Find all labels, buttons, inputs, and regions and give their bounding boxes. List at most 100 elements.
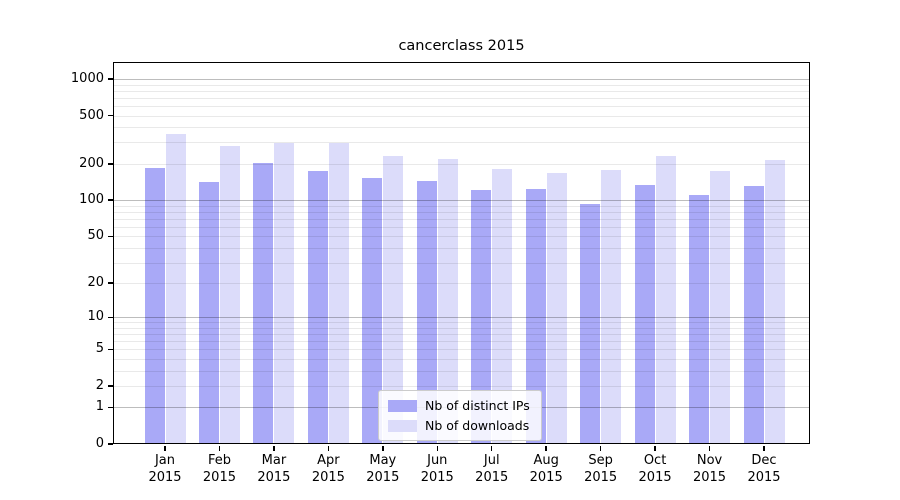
x-tick-feb: [218, 445, 221, 451]
x-tick-year-text: 2015: [148, 469, 182, 485]
bar-downloads-sep: [601, 169, 622, 444]
gridline-minor-4: [114, 358, 809, 360]
x-tick-label-may: May 2015: [353, 453, 413, 486]
bar-distinct-ips-mar: [253, 163, 274, 444]
gridline-major-100: [114, 200, 809, 202]
y-tick-20: [108, 282, 113, 284]
x-tick-month-text: Sep: [588, 453, 613, 468]
bar-downloads-aug: [546, 172, 567, 444]
bar-downloads-mar: [274, 143, 295, 444]
legend-label-distinct-ips: Nb of distinct IPs: [425, 398, 530, 413]
y-tick-label-5: 5: [95, 341, 104, 357]
x-tick-year-text: 2015: [692, 469, 727, 485]
bar-downloads-apr: [328, 142, 349, 444]
gridline-minor-60: [114, 226, 809, 228]
x-tick-month-text: Jun: [427, 453, 448, 468]
x-tick-label-apr: Apr 2015: [298, 453, 358, 486]
y-tick-1000: [108, 78, 113, 80]
gridline-minor-40: [114, 247, 809, 249]
gridline-minor-9: [114, 322, 809, 324]
gridline-minor-200: [114, 163, 809, 165]
x-tick-apr: [327, 445, 330, 451]
gridline-major-10: [114, 317, 809, 319]
bar-downloads-jan: [165, 134, 186, 444]
y-tick-label-1000: 1000: [70, 71, 104, 86]
x-tick-month-text: Jul: [483, 453, 500, 468]
bar-downloads-dec: [764, 159, 785, 444]
y-tick-label-1: 1: [95, 399, 104, 415]
bar-distinct-ips-may: [362, 177, 383, 444]
x-tick-label-jan: Jan 2015: [135, 453, 195, 486]
gridline-minor-3: [114, 370, 809, 372]
x-tick-year-text: 2015: [747, 469, 781, 485]
x-tick-month-text: Jan: [154, 453, 176, 468]
bar-distinct-ips-jun: [416, 180, 437, 444]
bar-downloads-jul: [492, 169, 513, 444]
x-tick-year-text: 2015: [311, 469, 345, 485]
x-tick-year-text: 2015: [638, 469, 672, 485]
y-tick-label-50: 50: [87, 228, 104, 244]
gridline-minor-50: [114, 236, 809, 238]
bar-distinct-ips-jan: [144, 168, 165, 444]
bar-distinct-ips-nov: [689, 194, 710, 444]
gridline-minor-90: [114, 205, 809, 207]
bar-downloads-feb: [219, 146, 240, 444]
bar-distinct-ips-aug: [525, 188, 546, 444]
x-tick-month-text: Feb: [207, 453, 231, 468]
x-tick-label-feb: Feb 2015: [189, 453, 249, 486]
x-tick-year-text: 2015: [257, 469, 291, 485]
x-tick-label-dec: Dec 2015: [734, 453, 794, 486]
legend: Nb of distinct IPs Nb of downloads: [378, 390, 542, 441]
gridline-minor-500: [114, 115, 809, 117]
x-tick-jun: [436, 445, 439, 451]
x-tick-dec: [763, 445, 765, 451]
gridline-minor-800: [114, 90, 809, 92]
x-tick-label-jun: Jun 2015: [407, 453, 467, 486]
legend-item-downloads: Nb of downloads: [388, 418, 530, 433]
gridline-minor-20: [114, 283, 809, 285]
x-tick-month-text: Nov: [696, 453, 723, 468]
x-tick-aug: [545, 445, 547, 451]
x-tick-may: [382, 445, 384, 451]
y-tick-50: [108, 235, 113, 238]
bar-distinct-ips-sep: [580, 203, 601, 444]
gridline-minor-300: [114, 142, 809, 144]
x-tick-month-text: Apr: [317, 453, 340, 468]
y-tick-1: [108, 406, 113, 409]
x-tick-nov: [708, 445, 711, 451]
y-tick-label-100: 100: [79, 192, 104, 208]
gridline-major-1000: [114, 79, 809, 80]
gridline-minor-8: [114, 327, 809, 329]
x-tick-oct: [654, 445, 656, 451]
x-tick-label-jul: Jul 2015: [462, 453, 522, 486]
x-tick-year-text: 2015: [420, 469, 454, 485]
y-tick-500: [108, 114, 113, 117]
x-tick-month-text: Aug: [533, 453, 559, 468]
y-tick-label-2: 2: [95, 377, 104, 393]
bar-downloads-jun: [437, 159, 458, 444]
x-tick-year-text: 2015: [529, 469, 563, 485]
y-tick-label-20: 20: [87, 275, 104, 291]
legend-swatch-distinct-ips: [388, 399, 417, 412]
bar-distinct-ips-oct: [634, 185, 655, 444]
bar-distinct-ips-dec: [743, 186, 764, 444]
legend-item-distinct-ips: Nb of distinct IPs: [388, 398, 530, 413]
gridline-minor-900: [114, 84, 809, 86]
x-tick-label-aug: Aug 2015: [516, 453, 576, 486]
bar-downloads-nov: [710, 171, 731, 444]
x-tick-label-mar: Mar 2015: [244, 453, 304, 486]
gridline-minor-6: [114, 341, 809, 343]
x-tick-year-text: 2015: [475, 469, 509, 485]
x-tick-label-nov: Nov 2015: [680, 453, 740, 486]
x-tick-mar: [273, 445, 275, 451]
bar-distinct-ips-apr: [307, 170, 328, 444]
gridline-minor-700: [114, 97, 809, 99]
y-tick-label-200: 200: [79, 155, 104, 171]
gridline-minor-70: [114, 218, 809, 220]
x-tick-sep: [599, 445, 602, 451]
gridline-minor-400: [114, 127, 809, 129]
y-tick-label-500: 500: [79, 107, 104, 123]
x-tick-jan: [164, 445, 166, 451]
bar-distinct-ips-feb: [198, 182, 219, 444]
